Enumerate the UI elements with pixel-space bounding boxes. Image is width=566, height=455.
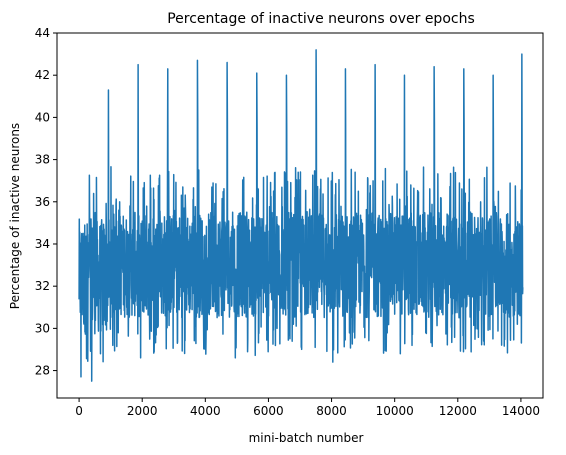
x-tick-label: 0 (75, 404, 83, 418)
y-tick-label: 36 (35, 195, 50, 209)
x-tick-label: 4000 (190, 404, 221, 418)
y-tick-label: 34 (35, 237, 50, 251)
x-tick-label: 6000 (253, 404, 284, 418)
y-tick-label: 38 (35, 153, 50, 167)
x-tick-label: 10000 (376, 404, 414, 418)
y-axis-label: Percentage of inactive neurons (8, 123, 22, 309)
x-tick-label: 8000 (316, 404, 347, 418)
x-tick-label: 12000 (439, 404, 477, 418)
y-tick-label: 30 (35, 321, 50, 335)
series-line (78, 49, 524, 382)
y-tick-label: 28 (35, 364, 50, 378)
plot-frame (56, 32, 544, 399)
y-tick-label: 42 (35, 68, 50, 82)
chart-title: Percentage of inactive neurons over epoc… (167, 11, 475, 27)
x-tick-label: 2000 (127, 404, 158, 418)
y-tick-label: 40 (35, 110, 50, 124)
y-tick-label: 44 (35, 26, 50, 40)
x-axis: 0 2000 4000 6000 8000 10000 12000 14000 (75, 398, 540, 418)
y-tick-label: 32 (35, 279, 50, 293)
y-axis: 28 30 32 34 36 38 40 42 44 (35, 26, 57, 378)
x-axis-label: mini-batch number (249, 431, 364, 445)
x-tick-label: 14000 (502, 404, 540, 418)
plot-area (78, 49, 524, 382)
